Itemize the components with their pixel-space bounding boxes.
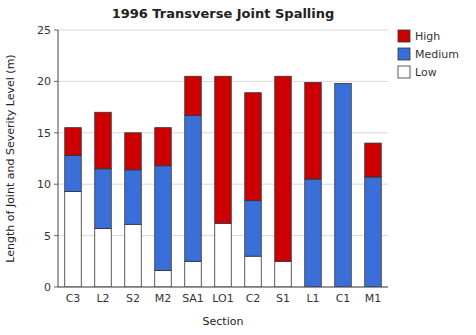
legend-label: Low (415, 66, 437, 79)
x-tick-label: M2 (155, 292, 172, 305)
y-tick (54, 235, 58, 236)
bar-segment (155, 166, 172, 271)
bar-segment (365, 177, 382, 287)
y-tick-label: 25 (37, 24, 51, 37)
bar-segment (65, 155, 82, 191)
bar-segment (185, 261, 202, 287)
y-tick (54, 81, 58, 82)
legend-label: Medium (415, 48, 459, 61)
bar-segment (245, 201, 262, 257)
x-tick-label: S1 (276, 292, 290, 305)
bar-segment (155, 128, 172, 166)
chart: 1996 Transverse Joint Spalling 0 5 10 15 20 25… (0, 0, 476, 335)
x-tick-label: L1 (306, 292, 319, 305)
bar-segment (245, 256, 262, 287)
bar-segment (185, 76, 202, 115)
bar-segment (305, 82, 322, 179)
bar-segment (275, 76, 292, 261)
bar-segment (215, 76, 232, 223)
y-tick (54, 132, 58, 133)
y-tick-label: 20 (37, 75, 51, 88)
grid (58, 30, 388, 287)
y-tick-label: 5 (44, 230, 51, 243)
grid-line (58, 287, 388, 288)
bar-segment (65, 128, 82, 156)
bars (65, 76, 382, 287)
x-axis (58, 287, 388, 288)
bar-segment (125, 170, 142, 224)
x-axis-label: Section (203, 315, 244, 328)
y-tick (54, 184, 58, 185)
legend-label: High (415, 30, 440, 43)
bar-segment (275, 261, 292, 287)
bar-segment (95, 169, 112, 229)
x-tick-label: M1 (365, 292, 382, 305)
y-tick-label: 15 (37, 127, 51, 140)
x-tick-label: S2 (126, 292, 140, 305)
y-axis (58, 30, 59, 287)
y-tick (54, 287, 58, 288)
bar-segment (305, 179, 322, 287)
x-tick-label: SA1 (182, 292, 204, 305)
x-tick-label: C1 (336, 292, 351, 305)
y-tick-label: 10 (37, 178, 51, 191)
legend-swatch (398, 66, 410, 78)
bar-segment (155, 271, 172, 287)
bar-segment (245, 93, 262, 201)
y-axis-label: Length of Joint and Severity Level (m) (4, 54, 17, 262)
title: 1996 Transverse Joint Spalling (112, 6, 335, 21)
legend-swatch (398, 30, 410, 42)
bar-segment (95, 228, 112, 287)
x-tick-label: C2 (246, 292, 261, 305)
bar-segment (125, 224, 142, 287)
bar-segment (185, 115, 202, 261)
bar-segment (335, 83, 352, 84)
legend: High Medium Low (398, 30, 459, 79)
bar-segment (335, 83, 352, 287)
bar-segment (365, 143, 382, 177)
y-tick-label: 0 (44, 281, 51, 294)
x-tick-label: C3 (66, 292, 81, 305)
bar-segment (125, 133, 142, 170)
legend-swatch (398, 48, 410, 60)
bar-segment (65, 191, 82, 287)
x-tick-label: L2 (96, 292, 109, 305)
x-tick-label: LO1 (212, 292, 233, 305)
y-tick (54, 30, 58, 31)
bar-segment (215, 223, 232, 287)
grid-line (58, 30, 388, 31)
bar-segment (95, 112, 112, 169)
